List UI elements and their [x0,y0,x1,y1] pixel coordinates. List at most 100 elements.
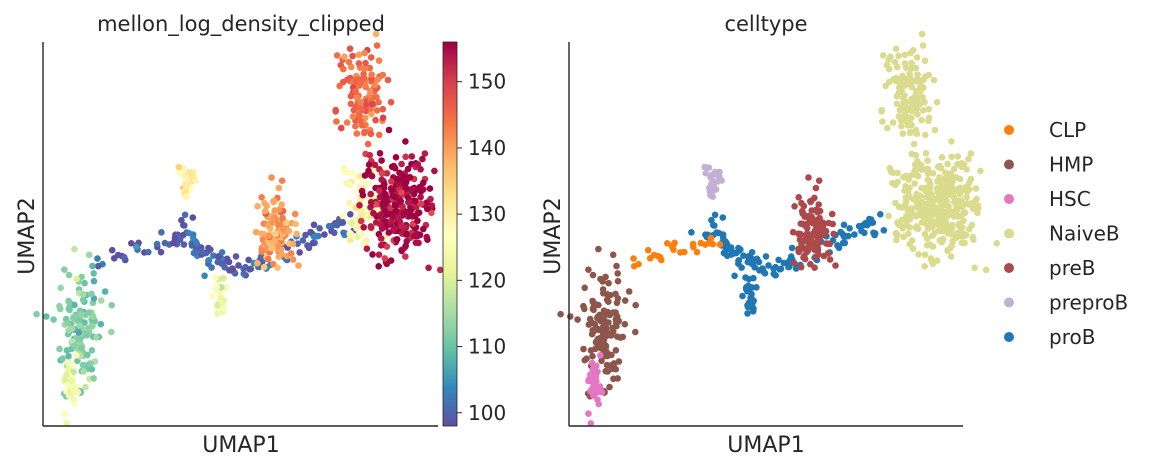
density-point [278,251,285,258]
celltype-point-prob [846,225,853,232]
density-point [316,225,323,232]
celltype-point-naiveb [912,151,920,159]
density-point [219,299,226,307]
celltype-point-hmp [617,334,624,341]
density-point [128,240,135,247]
density-point [353,130,361,137]
celltype-point-prob [837,228,844,236]
celltype-point-naiveb [943,198,951,205]
density-point [356,117,364,125]
celltype-title: celltype [724,12,807,36]
density-point [89,322,96,330]
density-point [410,232,418,240]
density-point [80,368,87,375]
colorbar-tick-label: 150 [468,70,506,94]
celltype-point-naiveb [884,124,891,132]
celltype-point-naiveb [972,185,980,192]
density-point [289,256,297,263]
density-point [299,237,307,244]
celltype-point-hmp [603,296,611,304]
colorbar-tick-label: 110 [468,335,506,359]
celltype-point-prob [731,272,738,280]
celltype-point-hmp [580,345,587,353]
density-point [258,230,265,237]
density-point [349,113,357,120]
celltype-ylabel: UMAP2 [541,197,566,274]
celltype-point-naiveb [944,247,951,255]
density-point [375,263,383,270]
celltype-point-hmp [588,319,596,327]
density-point [348,219,355,226]
celltype-point-naiveb [960,210,967,217]
celltype-point-naiveb [893,236,900,244]
density-point [371,81,379,89]
celltype-point-prob [840,221,848,229]
density-point [295,262,302,269]
density-point [225,258,233,266]
celltype-point-hmp [604,291,611,298]
celltype-point-naiveb [960,161,968,168]
density-point [261,207,269,215]
legend-marker [1004,297,1014,308]
density-point [361,49,368,57]
density-point [33,310,40,318]
density-point [259,236,267,243]
celltype-point-naiveb [948,138,955,145]
celltype-point-preb [805,244,812,252]
celltype-point-naiveb [922,187,929,194]
celltype-point-naiveb [901,60,909,67]
celltype-point-preprob [701,163,709,171]
colorbar: 100 110 120 130 140 150 [442,41,506,427]
celltype-point-naiveb [922,193,930,201]
celltype-point-preb [800,202,808,210]
celltype-point-naiveb [946,173,953,180]
density-point [333,52,341,59]
celltype-point-naiveb [965,155,972,163]
density-point [397,198,405,205]
density-point [310,221,318,229]
density-point [94,262,102,270]
celltype-point-prob [770,265,777,273]
celltype-point-naiveb [950,194,958,201]
density-point [259,247,266,254]
density-point [382,218,389,225]
density-point [63,420,71,427]
density-point [61,410,68,418]
celltype-point-preb [796,236,804,243]
density-point [412,197,419,205]
celltype-point-hmp [595,245,602,253]
celltype-point-naiveb [934,163,942,171]
density-point [387,98,395,106]
celltype-point-hmp [595,301,602,309]
colorbar-tick-label: 100 [468,401,506,425]
celltype-point-naiveb [885,212,892,220]
celltype-point-naiveb [921,57,929,64]
celltype-point-clp [630,255,637,262]
density-point [366,87,374,95]
density-point [377,242,385,249]
celltype-point-preb [791,259,798,267]
density-point [80,291,87,298]
celltype-point-hmp [609,309,617,316]
density-point [240,270,248,278]
legend-label: proB [1049,325,1095,349]
celltype-point-hmp [581,305,588,313]
celltype-point-prob [762,253,770,260]
celltype-point-naiveb [960,186,968,193]
density-point [378,157,385,164]
density-point [293,230,300,238]
density-point [425,264,432,272]
celltype-point-naiveb [954,153,962,160]
celltype-point-naiveb [974,202,982,209]
celltype-point-prob [877,211,884,218]
density-point [356,202,363,209]
density-point [349,52,356,60]
density-point [252,228,260,236]
density-point [63,347,71,354]
celltype-point-clp [664,240,671,247]
celltype-point-naiveb [907,128,914,136]
celltype-point-naiveb [902,117,910,125]
density-point [61,266,68,274]
celltype-point-naiveb [892,45,900,52]
density-point [78,344,85,352]
